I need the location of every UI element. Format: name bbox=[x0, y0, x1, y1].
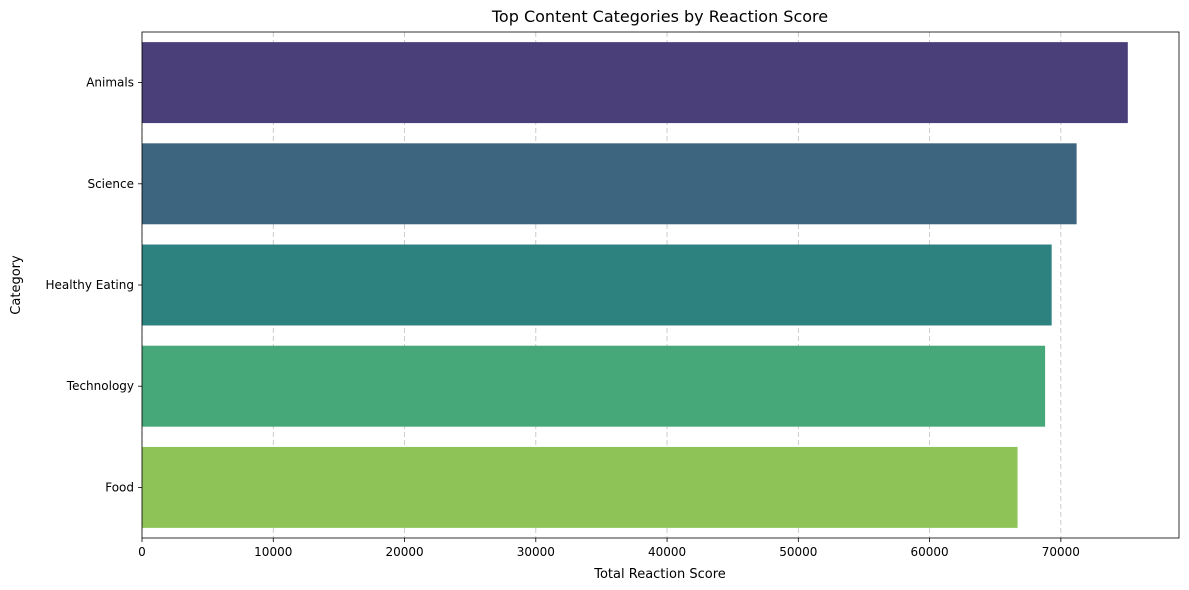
y-tick-label: Science bbox=[87, 177, 134, 191]
bar-science bbox=[142, 143, 1077, 225]
y-axis-ticks: Animals Science Healthy Eating Technology Fo… bbox=[45, 76, 142, 494]
x-axis-label: Total Reaction Score bbox=[593, 567, 726, 582]
x-tick-label: 40000 bbox=[648, 545, 686, 559]
x-tick-label: 30000 bbox=[517, 545, 555, 559]
y-tick-label: Food bbox=[105, 480, 134, 494]
bar-animals bbox=[142, 42, 1128, 124]
x-tick-label: 50000 bbox=[779, 545, 817, 559]
bar-food bbox=[142, 446, 1018, 528]
bar-technology bbox=[142, 345, 1046, 427]
x-tick-label: 0 bbox=[138, 545, 146, 559]
bars bbox=[142, 42, 1128, 528]
x-tick-label: 20000 bbox=[385, 545, 423, 559]
y-tick-label: Healthy Eating bbox=[45, 278, 134, 292]
y-tick-label: Animals bbox=[86, 76, 134, 90]
x-tick-label: 10000 bbox=[254, 545, 292, 559]
x-tick-label: 70000 bbox=[1042, 545, 1080, 559]
y-axis-label: Category bbox=[9, 255, 24, 315]
chart-title: Top Content Categories by Reaction Score bbox=[491, 7, 828, 26]
bar-healthy-eating bbox=[142, 244, 1052, 326]
y-tick-label: Technology bbox=[66, 379, 134, 393]
x-axis-ticks: 0 10000 20000 30000 40000 50000 60000 70000 bbox=[138, 538, 1080, 559]
x-tick-label: 60000 bbox=[911, 545, 949, 559]
